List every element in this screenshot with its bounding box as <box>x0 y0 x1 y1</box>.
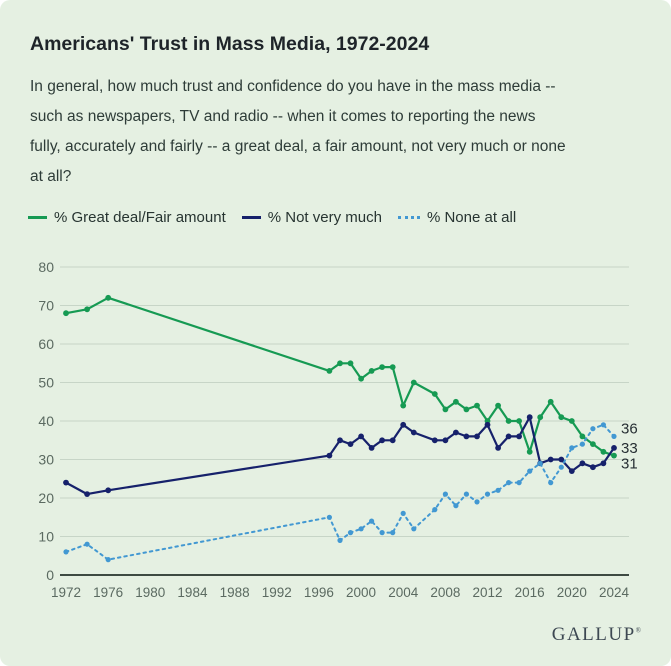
trust-trend-chart: 0 10 20 30 40 50 60 70 80 1972 1976 1980 1984 1988 199… <box>38 259 638 600</box>
svg-text:33: 33 <box>621 440 638 457</box>
y-gridlines <box>60 266 629 537</box>
svg-text:2000: 2000 <box>346 585 376 600</box>
svg-text:36: 36 <box>621 421 638 438</box>
legend-label: % Not very much <box>267 209 382 226</box>
legend-item-great-deal: % Great deal/Fair amount <box>28 209 226 226</box>
svg-text:2020: 2020 <box>557 585 587 600</box>
svg-text:60: 60 <box>38 336 54 352</box>
series-none-at-allpoints <box>63 422 617 563</box>
svg-text:1992: 1992 <box>262 585 292 600</box>
svg-text:2012: 2012 <box>472 585 502 600</box>
legend-swatch-dotted-blue-icon <box>397 216 420 219</box>
gallup-wordmark: GALLUP <box>551 624 636 645</box>
svg-text:1976: 1976 <box>93 585 123 600</box>
survey-question-line: fully, accurately and fairly -- a great … <box>30 138 566 155</box>
svg-text:70: 70 <box>38 298 54 314</box>
svg-text:0: 0 <box>46 567 54 583</box>
legend-label: % None at all <box>426 209 517 226</box>
svg-text:50: 50 <box>38 375 54 391</box>
y-axis-labels: 0 10 20 30 40 50 60 70 80 <box>38 259 54 583</box>
svg-text:40: 40 <box>38 413 54 429</box>
series-not-very-muchpoints <box>63 414 617 497</box>
trademark-symbol: ® <box>635 626 641 635</box>
svg-text:1988: 1988 <box>220 585 250 600</box>
chart-legend: % Great deal/Fair amount % Not very much… <box>28 209 516 226</box>
svg-text:1996: 1996 <box>304 585 334 600</box>
svg-text:31: 31 <box>621 455 638 472</box>
svg-text:20: 20 <box>38 490 54 506</box>
survey-question-line: at all? <box>30 168 72 185</box>
survey-question-line: In general, how much trust and confidenc… <box>30 78 556 95</box>
svg-text:2016: 2016 <box>515 585 545 600</box>
svg-text:30: 30 <box>38 452 54 468</box>
svg-text:80: 80 <box>38 259 54 275</box>
svg-text:2008: 2008 <box>430 585 460 600</box>
legend-item-none-at-all: % None at all <box>397 209 517 226</box>
svg-text:1984: 1984 <box>177 585 208 600</box>
legend-swatch-solid-green-icon <box>28 216 47 219</box>
svg-text:2004: 2004 <box>388 585 419 600</box>
series-great-deal-fair-amountline <box>64 296 616 457</box>
page-title: Americans' Trust in Mass Media, 1972-202… <box>30 33 430 55</box>
x-axis-labels: 1972 1976 1980 1984 1988 1992 1996 2000 2004 2008… <box>51 585 630 600</box>
gallup-logo: GALLUP® <box>552 624 641 646</box>
svg-text:10: 10 <box>38 529 54 545</box>
series-not-very-muchline <box>64 416 616 496</box>
survey-question: In general, how much trust and confidenc… <box>30 72 660 192</box>
svg-text:1980: 1980 <box>135 585 165 600</box>
svg-text:2024: 2024 <box>599 585 630 600</box>
svg-text:1972: 1972 <box>51 585 81 600</box>
legend-item-not-very-much: % Not very much <box>241 209 382 226</box>
survey-question-line: such as newspapers, TV and radio -- when… <box>30 108 536 125</box>
legend-swatch-solid-navy-icon <box>241 216 261 219</box>
legend-label: % Great deal/Fair amount <box>54 209 226 226</box>
series-none-at-allline <box>65 423 615 561</box>
